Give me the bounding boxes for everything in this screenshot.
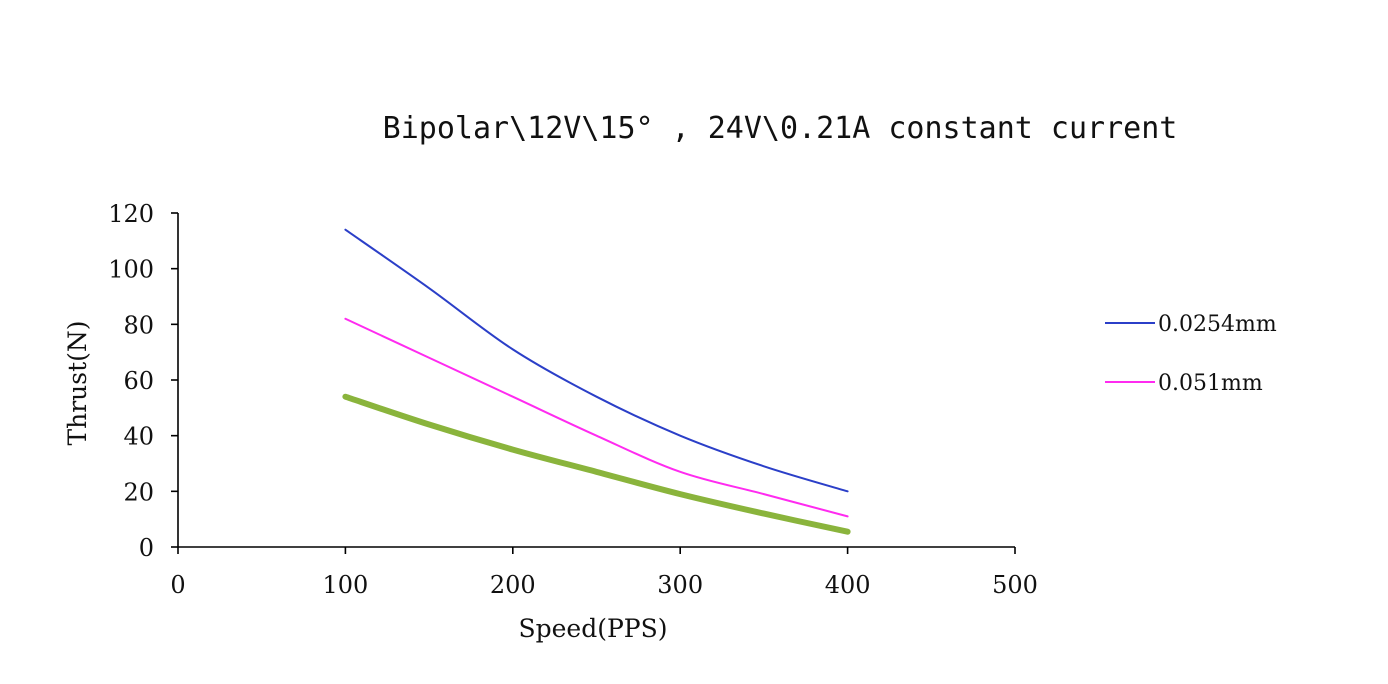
x-axis-label: Speed(PPS): [519, 614, 668, 643]
y-tick-label: 0: [139, 534, 154, 562]
x-tick-label: 200: [490, 571, 536, 599]
series-line-0-0254mm: [344, 228, 849, 493]
legend-label: 0.051mm: [1158, 371, 1263, 396]
series-lines: [342, 228, 851, 535]
y-axis-label: Thrust(N): [63, 320, 92, 445]
y-tick-label: 20: [123, 478, 154, 506]
ticks: 0 100 200 300 400 500 0 20 40 60 80 100 120: [108, 200, 1038, 599]
y-tick-label: 40: [123, 423, 154, 451]
x-tick-label: 300: [657, 571, 703, 599]
y-tick-label: 80: [123, 311, 154, 339]
x-tick-label: 500: [992, 571, 1038, 599]
x-tick-label: 0: [170, 571, 185, 599]
legend-label: 0.0254mm: [1158, 312, 1277, 337]
chart-title: Bipolar\12V\15° , 24V\0.21A constant cur…: [383, 111, 1178, 146]
axes: [177, 213, 1015, 548]
y-tick-label: 100: [108, 256, 154, 284]
y-tick-label: 60: [123, 367, 154, 395]
x-tick-label: 400: [825, 571, 871, 599]
series-line-0-051mm: [344, 317, 849, 518]
x-tick-label: 100: [322, 571, 368, 599]
series-line-unnamed-2: [342, 393, 851, 535]
legend: 0.0254mm 0.051mm: [1105, 312, 1277, 396]
y-tick-label: 120: [108, 200, 154, 228]
